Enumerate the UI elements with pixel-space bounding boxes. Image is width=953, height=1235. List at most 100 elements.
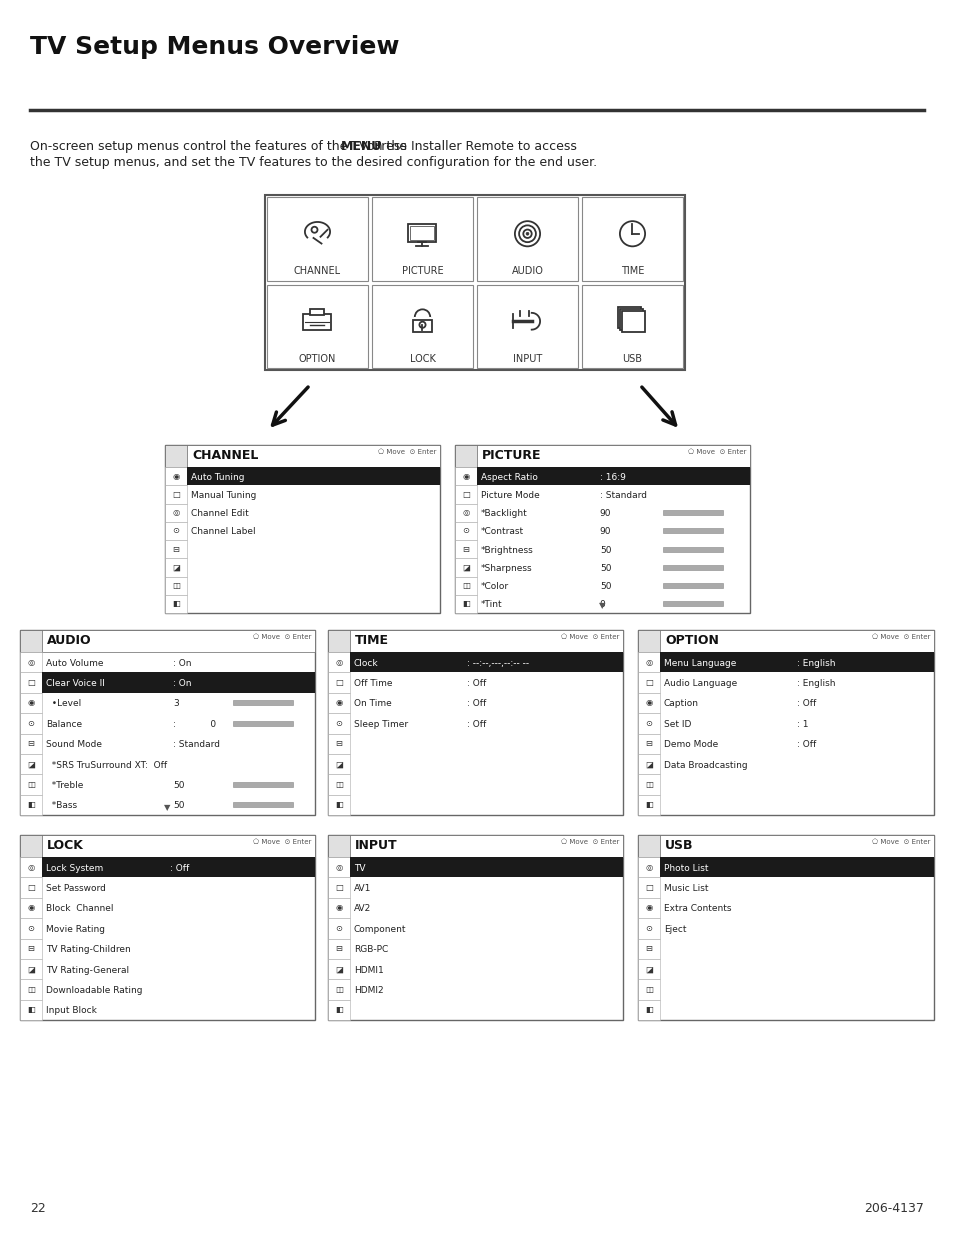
Text: ⬠ Move  ⊙ Enter: ⬠ Move ⊙ Enter [560, 634, 618, 640]
Text: Input Block: Input Block [46, 1007, 97, 1015]
Bar [619, 309, 642, 330]
Text: 3: 3 [172, 699, 178, 709]
Bar [20, 857, 42, 877]
Bar [638, 630, 933, 815]
Text: Sleep Timer: Sleep Timer [354, 720, 408, 729]
Text: □: □ [335, 678, 342, 687]
Bar [581, 284, 682, 368]
Text: on the Installer Remote to access: on the Installer Remote to access [362, 140, 576, 153]
Text: Music List: Music List [663, 884, 708, 893]
Bar [638, 774, 659, 794]
Bar [455, 595, 476, 613]
Bar [476, 467, 749, 485]
Text: : --:--,---,--:-- --: : --:--,---,--:-- -- [467, 658, 529, 668]
Bar [20, 898, 42, 918]
Bar [328, 794, 350, 815]
Text: Off Time: Off Time [354, 679, 392, 688]
Bar [165, 445, 439, 613]
Text: □: □ [27, 678, 35, 687]
Text: ◉: ◉ [28, 904, 34, 913]
Bar [414, 317, 431, 326]
Bar [165, 540, 187, 558]
Text: ⊟: ⊟ [335, 945, 342, 953]
Text: ⊙: ⊙ [28, 924, 34, 932]
Text: ⬠ Move  ⊙ Enter: ⬠ Move ⊙ Enter [253, 839, 311, 845]
Text: Aspect Ratio: Aspect Ratio [480, 473, 537, 482]
Text: : Off: : Off [171, 863, 190, 873]
Bar [408, 224, 436, 242]
Text: Demo Mode: Demo Mode [663, 740, 718, 750]
Text: Balance: Balance [46, 720, 82, 729]
Text: 22: 22 [30, 1202, 46, 1215]
Text: ⊙: ⊙ [645, 924, 652, 932]
Text: ◎: ◎ [644, 658, 652, 667]
Bar [455, 467, 476, 485]
Bar [372, 284, 473, 368]
Bar [20, 630, 314, 815]
Bar [165, 595, 187, 613]
Text: TIME: TIME [355, 634, 389, 647]
Text: 50: 50 [599, 564, 611, 573]
Text: ◪: ◪ [27, 760, 35, 768]
Text: ◉: ◉ [335, 699, 342, 708]
Text: INPUT: INPUT [355, 839, 397, 852]
Text: TV Rating-Children: TV Rating-Children [46, 945, 131, 955]
Text: : Off: : Off [467, 679, 486, 688]
Bar [328, 877, 350, 898]
Bar [638, 918, 659, 939]
Text: TV Setup Menus Overview: TV Setup Menus Overview [30, 35, 399, 59]
Bar [165, 521, 187, 540]
Bar [638, 672, 659, 693]
Text: ⊙: ⊙ [172, 526, 179, 536]
Bar [20, 774, 42, 794]
Text: : On: : On [172, 658, 192, 668]
Bar [638, 794, 659, 815]
Text: ▼: ▼ [164, 803, 171, 811]
Text: TIME: TIME [620, 267, 643, 277]
Text: ◎: ◎ [644, 863, 652, 872]
Text: □: □ [335, 883, 342, 892]
Text: AV1: AV1 [354, 884, 371, 893]
Text: ⊙: ⊙ [462, 526, 469, 536]
Text: ⊟: ⊟ [645, 945, 652, 953]
Bar [328, 979, 350, 999]
Text: TV Rating-General: TV Rating-General [46, 966, 129, 974]
Bar [328, 835, 622, 857]
Bar [328, 999, 350, 1020]
Bar [328, 753, 350, 774]
Text: ◪: ◪ [172, 563, 180, 572]
Text: Data Broadcasting: Data Broadcasting [663, 761, 747, 769]
Text: Clock: Clock [354, 658, 378, 668]
Bar [455, 577, 476, 595]
Text: AUDIO: AUDIO [47, 634, 91, 647]
Text: TV: TV [354, 863, 365, 873]
Bar [20, 630, 314, 652]
Bar [267, 284, 368, 368]
Text: Set ID: Set ID [663, 720, 691, 729]
Text: *Color: *Color [480, 582, 509, 592]
Text: Downloadable Rating: Downloadable Rating [46, 986, 142, 995]
Text: : English: : English [796, 658, 835, 668]
Text: *Brightness: *Brightness [480, 546, 533, 555]
Text: ◫: ◫ [335, 986, 342, 994]
Text: ⊙: ⊙ [335, 719, 342, 727]
Text: ⊟: ⊟ [462, 545, 469, 553]
Text: ◎: ◎ [28, 658, 34, 667]
Bar [42, 857, 314, 877]
Text: *Tint: *Tint [480, 600, 502, 609]
Bar [662, 601, 722, 606]
Bar [20, 958, 42, 979]
Text: OPTION: OPTION [298, 354, 335, 364]
Text: ◎: ◎ [335, 658, 342, 667]
Text: ◧: ◧ [335, 1005, 342, 1014]
Bar [20, 918, 42, 939]
Text: 50: 50 [599, 546, 611, 555]
Text: ◧: ◧ [335, 800, 342, 809]
Bar [265, 195, 684, 370]
Bar [42, 672, 314, 693]
Bar [165, 485, 187, 504]
Bar [165, 445, 439, 467]
Bar [328, 898, 350, 918]
Bar [638, 693, 659, 713]
Bar [165, 504, 187, 521]
